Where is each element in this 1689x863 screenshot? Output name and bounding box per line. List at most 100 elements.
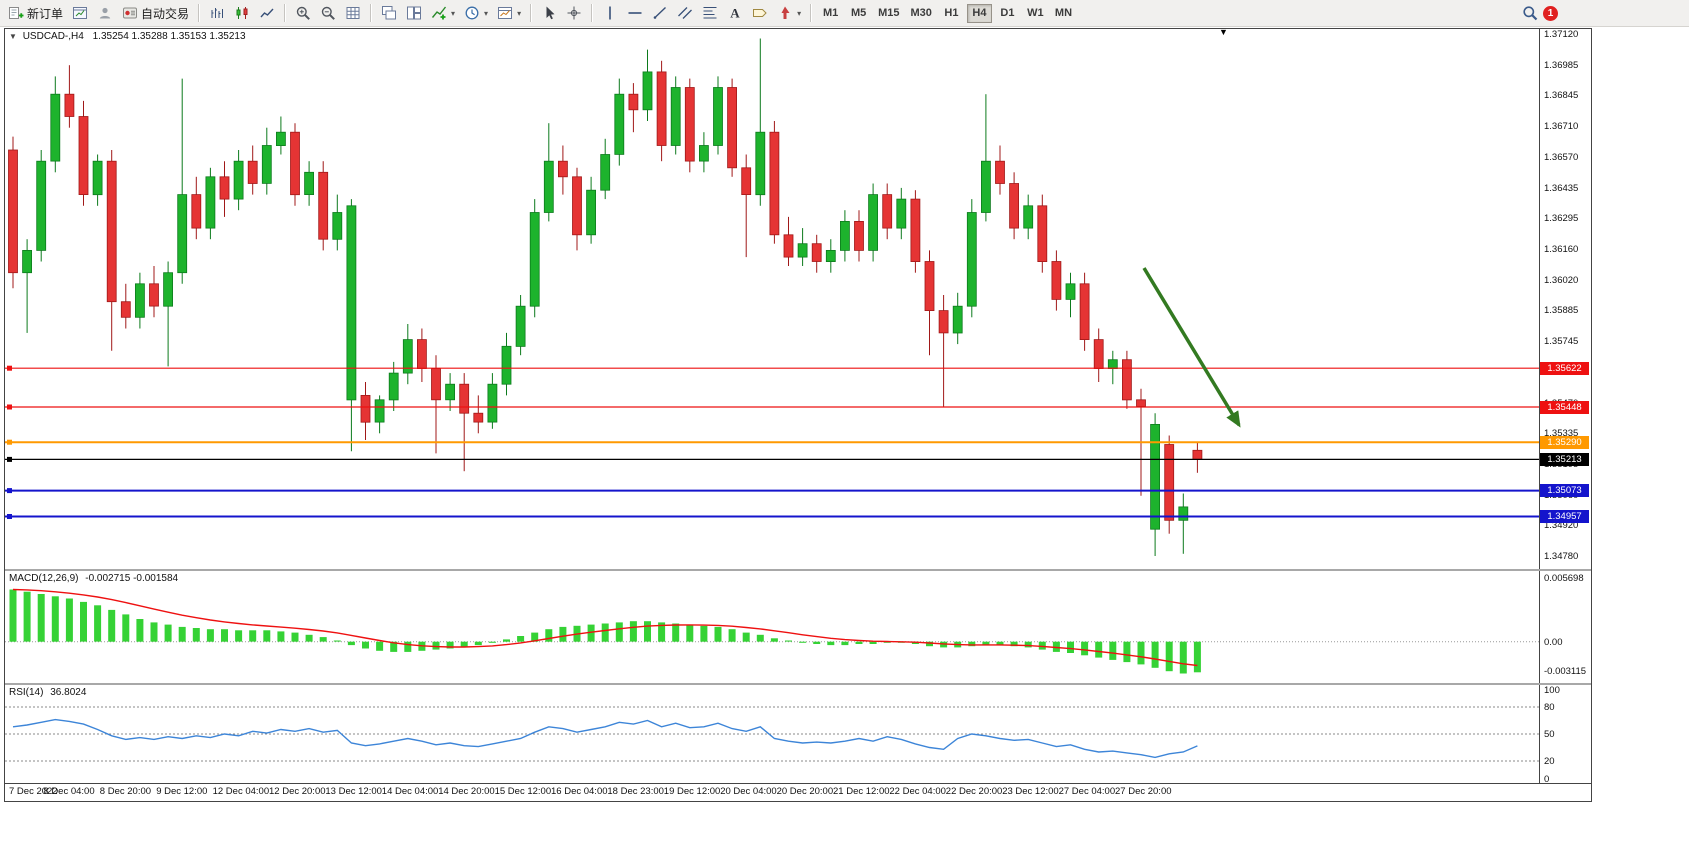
trendline-button[interactable] bbox=[648, 2, 672, 24]
candle bbox=[854, 220, 864, 251]
crosshair-icon bbox=[567, 6, 581, 20]
line-handle[interactable] bbox=[7, 439, 12, 445]
candle bbox=[445, 383, 456, 401]
notification-badge[interactable]: 1 bbox=[1543, 5, 1558, 21]
date-axis-label: 13 Dec 12:00 bbox=[325, 786, 382, 797]
candle bbox=[247, 160, 258, 184]
line-handle[interactable] bbox=[7, 514, 12, 519]
cursor-icon bbox=[546, 6, 555, 20]
macd-bar bbox=[404, 641, 412, 652]
toolbar-separator bbox=[198, 4, 201, 22]
candle bbox=[755, 131, 766, 196]
autotrade-icon bbox=[123, 7, 138, 19]
new-order-button[interactable]: 新订单 bbox=[4, 2, 67, 24]
indicators-button[interactable]: ▾ bbox=[427, 2, 459, 24]
price-axis[interactable]: 1.37120 1.36985 1.36845 1.36710 1.36570 1.364… bbox=[1539, 29, 1590, 785]
candle bbox=[106, 160, 117, 303]
candle bbox=[1065, 283, 1076, 300]
template-button[interactable]: ▾ bbox=[493, 2, 525, 24]
candle bbox=[868, 194, 878, 251]
macd-axis-label: 0.005698 bbox=[1544, 573, 1584, 584]
macd-pane[interactable]: MACD(12,26,9) -0.002715 -0.001584 bbox=[5, 571, 1539, 683]
timeframe-d1-button[interactable]: D1 bbox=[995, 4, 1020, 23]
main-chart-pane[interactable]: ▼ USDCAD-,H4 1.35254 1.35288 1.35153 1.3… bbox=[5, 29, 1539, 569]
profile-button[interactable] bbox=[93, 2, 117, 24]
chevron-down-icon: ▾ bbox=[484, 8, 489, 18]
timeframe-m1-button[interactable]: M1 bbox=[818, 4, 843, 23]
date-axis-label: 18 Dec 23:00 bbox=[607, 786, 664, 797]
candlestick-chart[interactable] bbox=[5, 29, 1539, 569]
chart-window-button[interactable] bbox=[68, 2, 92, 24]
candle bbox=[840, 220, 850, 251]
line-chart-button[interactable] bbox=[255, 2, 279, 24]
pane-splitter[interactable] bbox=[5, 683, 1591, 685]
timeframe-h4-button[interactable]: H4 bbox=[966, 3, 992, 23]
candle bbox=[402, 339, 413, 374]
channel-icon bbox=[678, 7, 693, 19]
candle bbox=[811, 243, 822, 262]
price-axis-label: 1.36020 bbox=[1544, 274, 1579, 286]
candle bbox=[120, 301, 131, 318]
candle bbox=[134, 283, 145, 318]
pane-splitter[interactable] bbox=[5, 569, 1591, 571]
search-icon bbox=[1523, 6, 1538, 21]
tile-button[interactable] bbox=[402, 2, 426, 24]
rsi-chart[interactable] bbox=[5, 685, 1539, 783]
zoom-in-button[interactable] bbox=[291, 2, 315, 24]
macd-bar bbox=[65, 598, 73, 642]
clock-button[interactable]: ▾ bbox=[460, 2, 492, 24]
bar-chart-icon bbox=[211, 8, 224, 18]
timeframe-mn-button[interactable]: MN bbox=[1051, 4, 1076, 23]
candle bbox=[670, 87, 681, 146]
shapes-button[interactable]: ▾ bbox=[773, 2, 805, 24]
macd-chart[interactable] bbox=[5, 571, 1539, 683]
line-handle[interactable] bbox=[7, 456, 12, 462]
cascade-button[interactable] bbox=[377, 2, 401, 24]
candle bbox=[543, 160, 554, 213]
vline-button[interactable] bbox=[598, 2, 622, 24]
trend-arrow[interactable] bbox=[1142, 267, 1241, 428]
macd-bar bbox=[277, 631, 285, 642]
line-handle[interactable] bbox=[7, 404, 12, 410]
macd-bar bbox=[869, 641, 877, 644]
date-axis[interactable]: 7 Dec 2022 8 Dec 04:00 8 Dec 20:00 9 Dec 12… bbox=[5, 783, 1591, 800]
timeframe-m30-button[interactable]: M30 bbox=[907, 4, 936, 23]
candle bbox=[78, 116, 89, 195]
macd-bar bbox=[164, 624, 172, 642]
macd-bar bbox=[982, 641, 990, 646]
channel-button[interactable] bbox=[673, 2, 697, 24]
candle bbox=[896, 198, 907, 229]
chart-window-icon bbox=[73, 7, 88, 19]
macd-bar bbox=[263, 630, 271, 642]
grid-button[interactable] bbox=[341, 2, 365, 24]
timeframe-w1-button[interactable]: W1 bbox=[1023, 4, 1048, 23]
macd-bar bbox=[1038, 641, 1046, 650]
date-axis-label: 16 Dec 04:00 bbox=[551, 786, 608, 797]
rsi-pane[interactable]: RSI(14) 36.8024 bbox=[5, 685, 1539, 783]
label-button[interactable] bbox=[748, 2, 772, 24]
candle-chart-button[interactable] bbox=[230, 2, 254, 24]
macd-bar bbox=[883, 641, 891, 643]
rsi-value: 36.8024 bbox=[50, 687, 87, 698]
macd-bar bbox=[996, 641, 1004, 646]
text-button[interactable]: A bbox=[723, 2, 747, 24]
bar-chart-button[interactable] bbox=[205, 2, 229, 24]
timeframe-m15-button[interactable]: M15 bbox=[874, 4, 903, 23]
one-click-toggle-icon[interactable]: ▼ bbox=[9, 32, 17, 41]
cursor-button[interactable] bbox=[537, 2, 561, 24]
date-axis-label: 27 Dec 20:00 bbox=[1115, 786, 1172, 797]
timeframe-m5-button[interactable]: M5 bbox=[846, 4, 871, 23]
zoom-out-button[interactable] bbox=[316, 2, 340, 24]
line-handle[interactable] bbox=[7, 365, 12, 371]
candle bbox=[64, 93, 75, 117]
candle bbox=[459, 383, 470, 414]
scroll-position-icon[interactable]: ▼ bbox=[1219, 29, 1228, 37]
hline-button[interactable] bbox=[623, 2, 647, 24]
fibonacci-button[interactable] bbox=[698, 2, 722, 24]
timeframe-h1-button[interactable]: H1 bbox=[939, 4, 964, 23]
line-handle[interactable] bbox=[7, 488, 12, 494]
autotrade-button[interactable]: 自动交易 bbox=[118, 2, 193, 24]
crosshair-button[interactable] bbox=[562, 2, 586, 24]
search-button[interactable] bbox=[1518, 2, 1542, 24]
macd-bar bbox=[305, 634, 313, 642]
